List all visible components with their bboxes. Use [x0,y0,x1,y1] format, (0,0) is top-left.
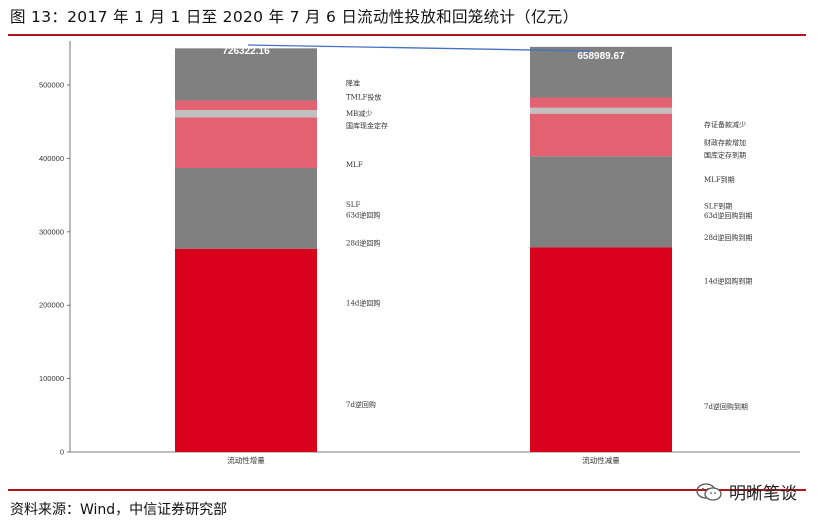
segment-label: 存证备款减少 [704,120,746,129]
bar-segment [175,167,317,249]
segment-label: 降准 [346,78,360,87]
bar-segment [530,107,672,114]
watermark: 明晰笔谈 [695,479,797,504]
bar-segment [530,97,672,108]
segment-label: 63d逆回购 [346,210,380,219]
bar-segment [175,109,317,118]
total-connector-line [247,44,592,52]
segment-label: 7d逆回购 [346,400,376,409]
segment-label: MB减少 [346,109,372,118]
total-label: 726322.16 [222,46,270,57]
y-tick-label: 100000 [39,374,64,383]
segment-label: 财政存款增加 [704,138,746,147]
segment-label: SLF [346,201,360,209]
segment-label: 28d逆回购到期 [704,233,752,242]
title-rule [8,34,806,36]
segment-label: SLF到期 [704,203,732,211]
total-labels: 726322.16 658989.67 [222,44,625,62]
y-tick-label: 200000 [39,301,64,310]
bar-segment [175,100,317,110]
bar-segment [530,46,672,98]
watermark-text: 明晰笔谈 [729,484,797,504]
y-tick-label: 0 [60,448,64,457]
segment-label: 28d逆回购 [346,238,380,247]
segment-label: MLF [346,161,363,169]
segment-label: 14d逆回购到期 [704,276,752,285]
y-tick-label: 500000 [39,81,64,90]
bar-segment [530,247,672,452]
total-label: 658989.67 [577,51,625,62]
x-category-label: 流动性减量 [582,455,620,465]
y-axis: 0 100000 200000 300000 400000 500000 流动性增量 流动性减… [39,41,800,465]
segment-label: TMLF投放 [346,92,381,101]
figure-title: 图 13：2017 年 1 月 1 日至 2020 年 7 月 6 日流动性投放… [10,8,579,26]
wechat-icon [696,482,722,501]
bars [175,46,672,452]
segment-label: 国库现金定存 [346,121,388,130]
segment-label: MLF到期 [704,176,735,184]
bar-segment [175,48,317,101]
bar-segment [530,113,672,157]
segment-label: 14d逆回购 [346,299,380,308]
y-tick-label: 400000 [39,154,64,163]
segment-label: 7d逆回购到期 [704,402,748,411]
segment-label: 63d逆回购到期 [704,211,752,220]
source-rule [8,489,806,491]
x-category-label: 流动性增量 [227,455,265,465]
segment-label: 国库定存到期 [704,150,746,159]
bar-segment [530,156,672,248]
stacked-bar-chart: 0 100000 200000 300000 400000 500000 流动性增量 流动性减… [39,41,800,465]
y-tick-label: 300000 [39,227,64,236]
bar-segment [175,117,317,168]
bar-segment [175,248,317,452]
source-note: 资料来源：Wind，中信证券研究部 [10,502,228,518]
